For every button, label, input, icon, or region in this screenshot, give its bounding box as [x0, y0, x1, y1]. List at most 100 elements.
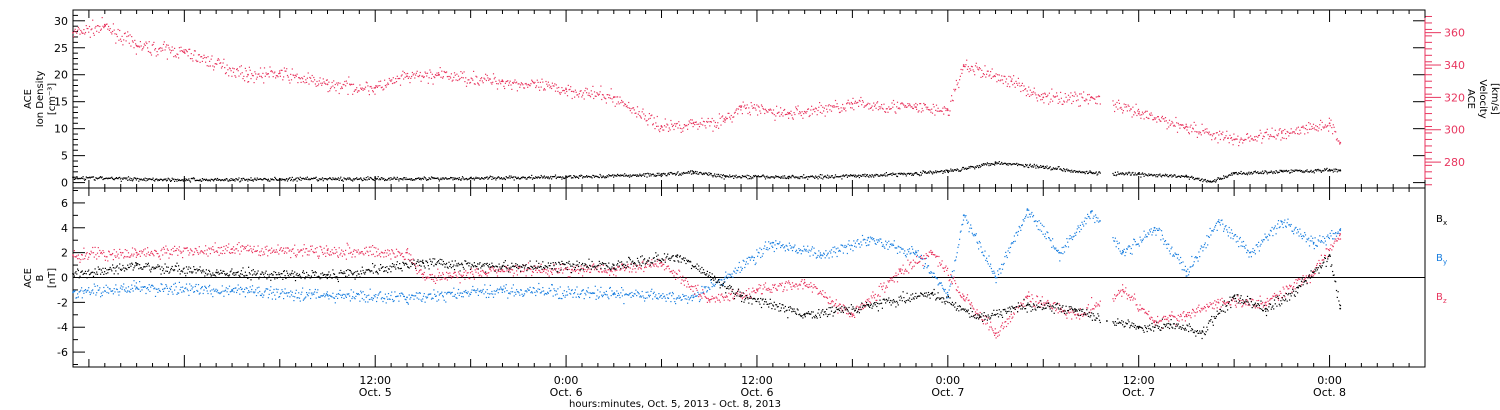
velocity-series-point — [784, 114, 786, 116]
density-series-point — [109, 177, 111, 179]
by-series-point — [1293, 229, 1295, 231]
velocity-series-point — [1025, 95, 1027, 97]
density-series-point — [406, 178, 408, 181]
density-series-point — [359, 178, 361, 180]
by-series-point — [363, 299, 365, 301]
velocity-series-point — [589, 94, 591, 97]
density-series-point — [753, 176, 755, 178]
by-series-point — [694, 295, 697, 297]
by-series-point — [1247, 250, 1249, 252]
velocity-series-point — [966, 68, 969, 70]
velocity-series-point — [248, 66, 250, 68]
by-series-point — [708, 287, 710, 289]
by-series-point — [833, 251, 835, 253]
density-series-point — [1011, 163, 1013, 166]
density-series-point — [290, 179, 292, 182]
density-series-point — [1234, 173, 1236, 175]
density-series-point — [445, 177, 447, 179]
density-series-point — [785, 177, 787, 180]
velocity-series-point — [737, 113, 739, 115]
by-series-point — [636, 291, 639, 293]
density-series-point — [980, 165, 982, 167]
velocity-series-point — [599, 91, 601, 93]
by-series-point — [764, 245, 766, 247]
by-series-point — [721, 279, 723, 281]
by-series-point — [398, 300, 400, 302]
density-series-point — [1033, 163, 1035, 165]
by-series-point — [835, 248, 837, 250]
velocity-series-point — [314, 83, 316, 85]
density-series-point — [816, 176, 818, 178]
velocity-series-point — [987, 70, 989, 72]
density-series-point — [811, 175, 813, 177]
density-series-point — [1178, 175, 1180, 177]
density-series-point — [1262, 170, 1264, 172]
density-series-point — [111, 176, 113, 178]
by-series-point — [877, 239, 879, 241]
velocity-series-point — [1293, 131, 1295, 133]
velocity-series-point — [1185, 123, 1187, 125]
velocity-series-point — [1139, 114, 1141, 116]
velocity-series-point — [768, 109, 770, 111]
by-series-point — [1276, 227, 1278, 230]
velocity-series-point — [1328, 117, 1330, 119]
by-series-point — [791, 250, 794, 252]
density-series-point — [1118, 173, 1120, 175]
by-series-point — [380, 298, 382, 300]
density-series-point — [706, 173, 708, 175]
velocity-series-point — [227, 69, 229, 71]
velocity-series-point — [705, 127, 707, 129]
velocity-series-point — [561, 87, 563, 89]
velocity-series-point — [1254, 139, 1256, 141]
by-series-anchor — [867, 236, 870, 239]
bz-series-point — [115, 256, 117, 258]
by-series-point — [821, 254, 823, 256]
density-series-point — [853, 174, 855, 176]
density-series-point — [1134, 172, 1136, 174]
density-series-point — [462, 177, 464, 179]
density-axis-label-line1: ACE — [23, 89, 34, 109]
velocity-series-point — [657, 125, 659, 127]
velocity-series-point — [465, 77, 467, 79]
density-series-point — [1316, 170, 1318, 172]
velocity-series-point — [1302, 125, 1304, 127]
by-series-point — [1327, 234, 1329, 236]
velocity-series-point — [891, 102, 893, 104]
bz-series-point — [113, 249, 115, 251]
density-series-point — [519, 178, 521, 180]
by-series-point — [956, 252, 958, 254]
by-series-point — [150, 284, 153, 286]
velocity-series-point — [1046, 95, 1048, 98]
by-series-point — [554, 290, 556, 292]
velocity-series-point — [251, 74, 254, 77]
density-series-point — [1222, 178, 1224, 180]
velocity-series-point — [930, 111, 932, 113]
velocity-series-point — [790, 110, 792, 112]
density-series-point — [955, 169, 957, 171]
by-series-point — [1241, 241, 1243, 243]
by-series-point — [497, 292, 499, 294]
velocity-series-point — [1118, 99, 1120, 101]
by-series-point — [253, 292, 255, 294]
velocity-series-point — [630, 108, 632, 110]
velocity-series-points — [72, 17, 1342, 147]
by-series-point — [1240, 245, 1242, 247]
density-series-point — [316, 179, 318, 181]
density-series-point — [878, 175, 880, 177]
density-series-point — [484, 177, 486, 179]
by-series-point — [184, 287, 186, 290]
density-series-point — [639, 173, 641, 175]
by-series-point — [667, 297, 670, 299]
velocity-series-point — [559, 93, 561, 95]
by-series-point — [500, 288, 503, 290]
velocity-series-point — [318, 83, 320, 85]
velocity-series-point — [1019, 85, 1021, 87]
velocity-series-point — [852, 97, 854, 99]
velocity-series-point — [675, 125, 677, 127]
density-series-point — [743, 175, 745, 177]
velocity-series-anchor — [72, 31, 74, 34]
by-series-point — [826, 253, 829, 255]
by-series-point — [92, 292, 95, 294]
by-series-point — [935, 277, 937, 279]
density-series-point — [1256, 172, 1258, 174]
